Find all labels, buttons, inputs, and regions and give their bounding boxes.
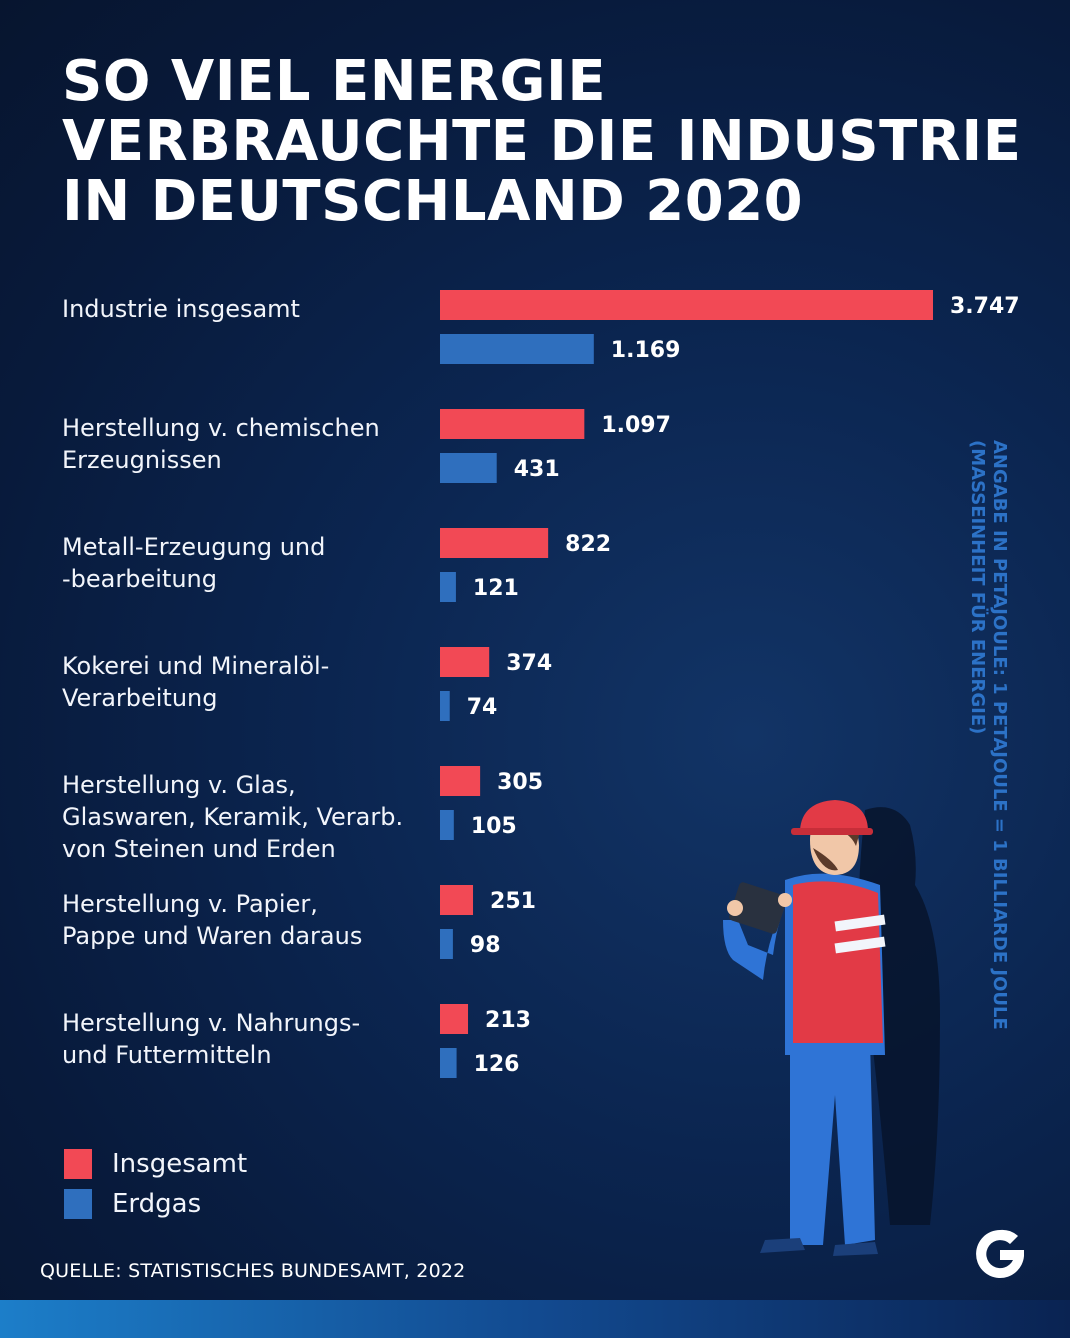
bar-erdgas	[440, 929, 453, 959]
legend-label-insgesamt: Insgesamt	[112, 1149, 248, 1179]
data-label-insgesamt: 1.097	[601, 413, 671, 438]
category-label-line: Glaswaren, Keramik, Verarb.	[62, 803, 404, 831]
category-label: Kokerei und Mineralöl- Verarbeitung	[62, 650, 422, 714]
unit-note-line-1: ANGABE IN PETAJOULE: 1 PETAJOULE = 1 BIL…	[989, 440, 1010, 1030]
category-label-line: Herstellung v. Nahrungs-	[62, 1009, 361, 1037]
legend-label-erdgas: Erdgas	[112, 1189, 202, 1219]
category-label-line: -bearbeitung	[62, 565, 217, 593]
bar-insgesamt	[440, 528, 549, 558]
legend-swatch-insgesamt	[64, 1149, 92, 1179]
bar-erdgas	[440, 1048, 457, 1078]
data-label-erdgas: 126	[474, 1052, 520, 1077]
bar-erdgas	[440, 810, 454, 840]
data-label-insgesamt: 374	[506, 651, 552, 676]
category-label-line: Metall-Erzeugung und	[62, 533, 326, 561]
bar-erdgas	[440, 453, 497, 483]
bar-insgesamt	[440, 409, 585, 439]
title-line-3: IN DEUTSCHLAND 2020	[62, 169, 804, 234]
bar-insgesamt	[440, 1004, 469, 1034]
bar-erdgas	[440, 691, 450, 721]
category-label: Herstellung v. Glas, Glaswaren, Keramik, …	[62, 769, 422, 865]
legend-item-insgesamt: Insgesamt	[64, 1144, 247, 1184]
data-label-erdgas: 121	[473, 576, 519, 601]
chart-title: SO VIEL ENERGIE VERBRAUCHTE DIE INDUSTRI…	[62, 52, 1042, 232]
category-label-line: Industrie insgesamt	[62, 295, 300, 323]
data-label-erdgas: 98	[470, 933, 501, 958]
bar-erdgas	[440, 334, 594, 364]
category-label-line: und Futtermitteln	[62, 1041, 272, 1069]
unit-note: ANGABE IN PETAJOULE: 1 PETAJOULE = 1 BIL…	[966, 440, 1010, 1030]
category-label-line: von Steinen und Erden	[62, 835, 336, 863]
g-logo-icon	[976, 1229, 1024, 1278]
category-label-line: Pappe und Waren daraus	[62, 922, 363, 950]
category-label-line: Verarbeitung	[62, 684, 218, 712]
source-note: QUELLE: STATISTISCHES BUNDESAMT, 2022	[40, 1260, 466, 1282]
data-label-insgesamt: 822	[565, 532, 611, 557]
category-label-line: Herstellung v. chemischen	[62, 414, 380, 442]
data-label-insgesamt: 251	[490, 889, 536, 914]
unit-note-line-2: (MASSEINHEIT FÜR ENERGIE)	[967, 440, 988, 735]
category-label: Herstellung v. chemischen Erzeugnissen	[62, 412, 422, 476]
bar-insgesamt	[440, 885, 474, 915]
worker-illustration	[723, 800, 940, 1256]
category-label: Industrie insgesamt	[62, 293, 422, 325]
data-label-insgesamt: 305	[497, 770, 543, 795]
legend-swatch-erdgas	[64, 1189, 92, 1219]
title-line-1: SO VIEL ENERGIE	[62, 49, 607, 114]
footer-bar	[0, 1300, 1070, 1338]
legend: Insgesamt Erdgas	[64, 1144, 247, 1224]
category-label-line: Erzeugnissen	[62, 446, 222, 474]
category-label: Herstellung v. Papier, Pappe und Waren da…	[62, 888, 422, 952]
data-label-erdgas: 74	[467, 695, 498, 720]
category-label: Herstellung v. Nahrungs-und Futtermittel…	[62, 1007, 422, 1071]
bar-insgesamt	[440, 290, 933, 320]
bar-insgesamt	[440, 647, 490, 677]
title-line-2: VERBRAUCHTE DIE INDUSTRIE	[62, 109, 1022, 174]
data-label-erdgas: 431	[514, 457, 560, 482]
data-label-insgesamt: 213	[485, 1008, 531, 1033]
bar-insgesamt	[440, 766, 481, 796]
category-label-line: Herstellung v. Glas,	[62, 771, 296, 799]
data-label-erdgas: 1.169	[611, 338, 681, 363]
category-label: Metall-Erzeugung und -bearbeitung	[62, 531, 422, 595]
data-label-erdgas: 105	[471, 814, 517, 839]
category-label-line: Herstellung v. Papier,	[62, 890, 318, 918]
category-label-line: Kokerei und Mineralöl-	[62, 652, 330, 680]
bar-erdgas	[440, 572, 456, 602]
data-label-insgesamt: 3.747	[950, 294, 1020, 319]
legend-item-erdgas: Erdgas	[64, 1184, 247, 1224]
